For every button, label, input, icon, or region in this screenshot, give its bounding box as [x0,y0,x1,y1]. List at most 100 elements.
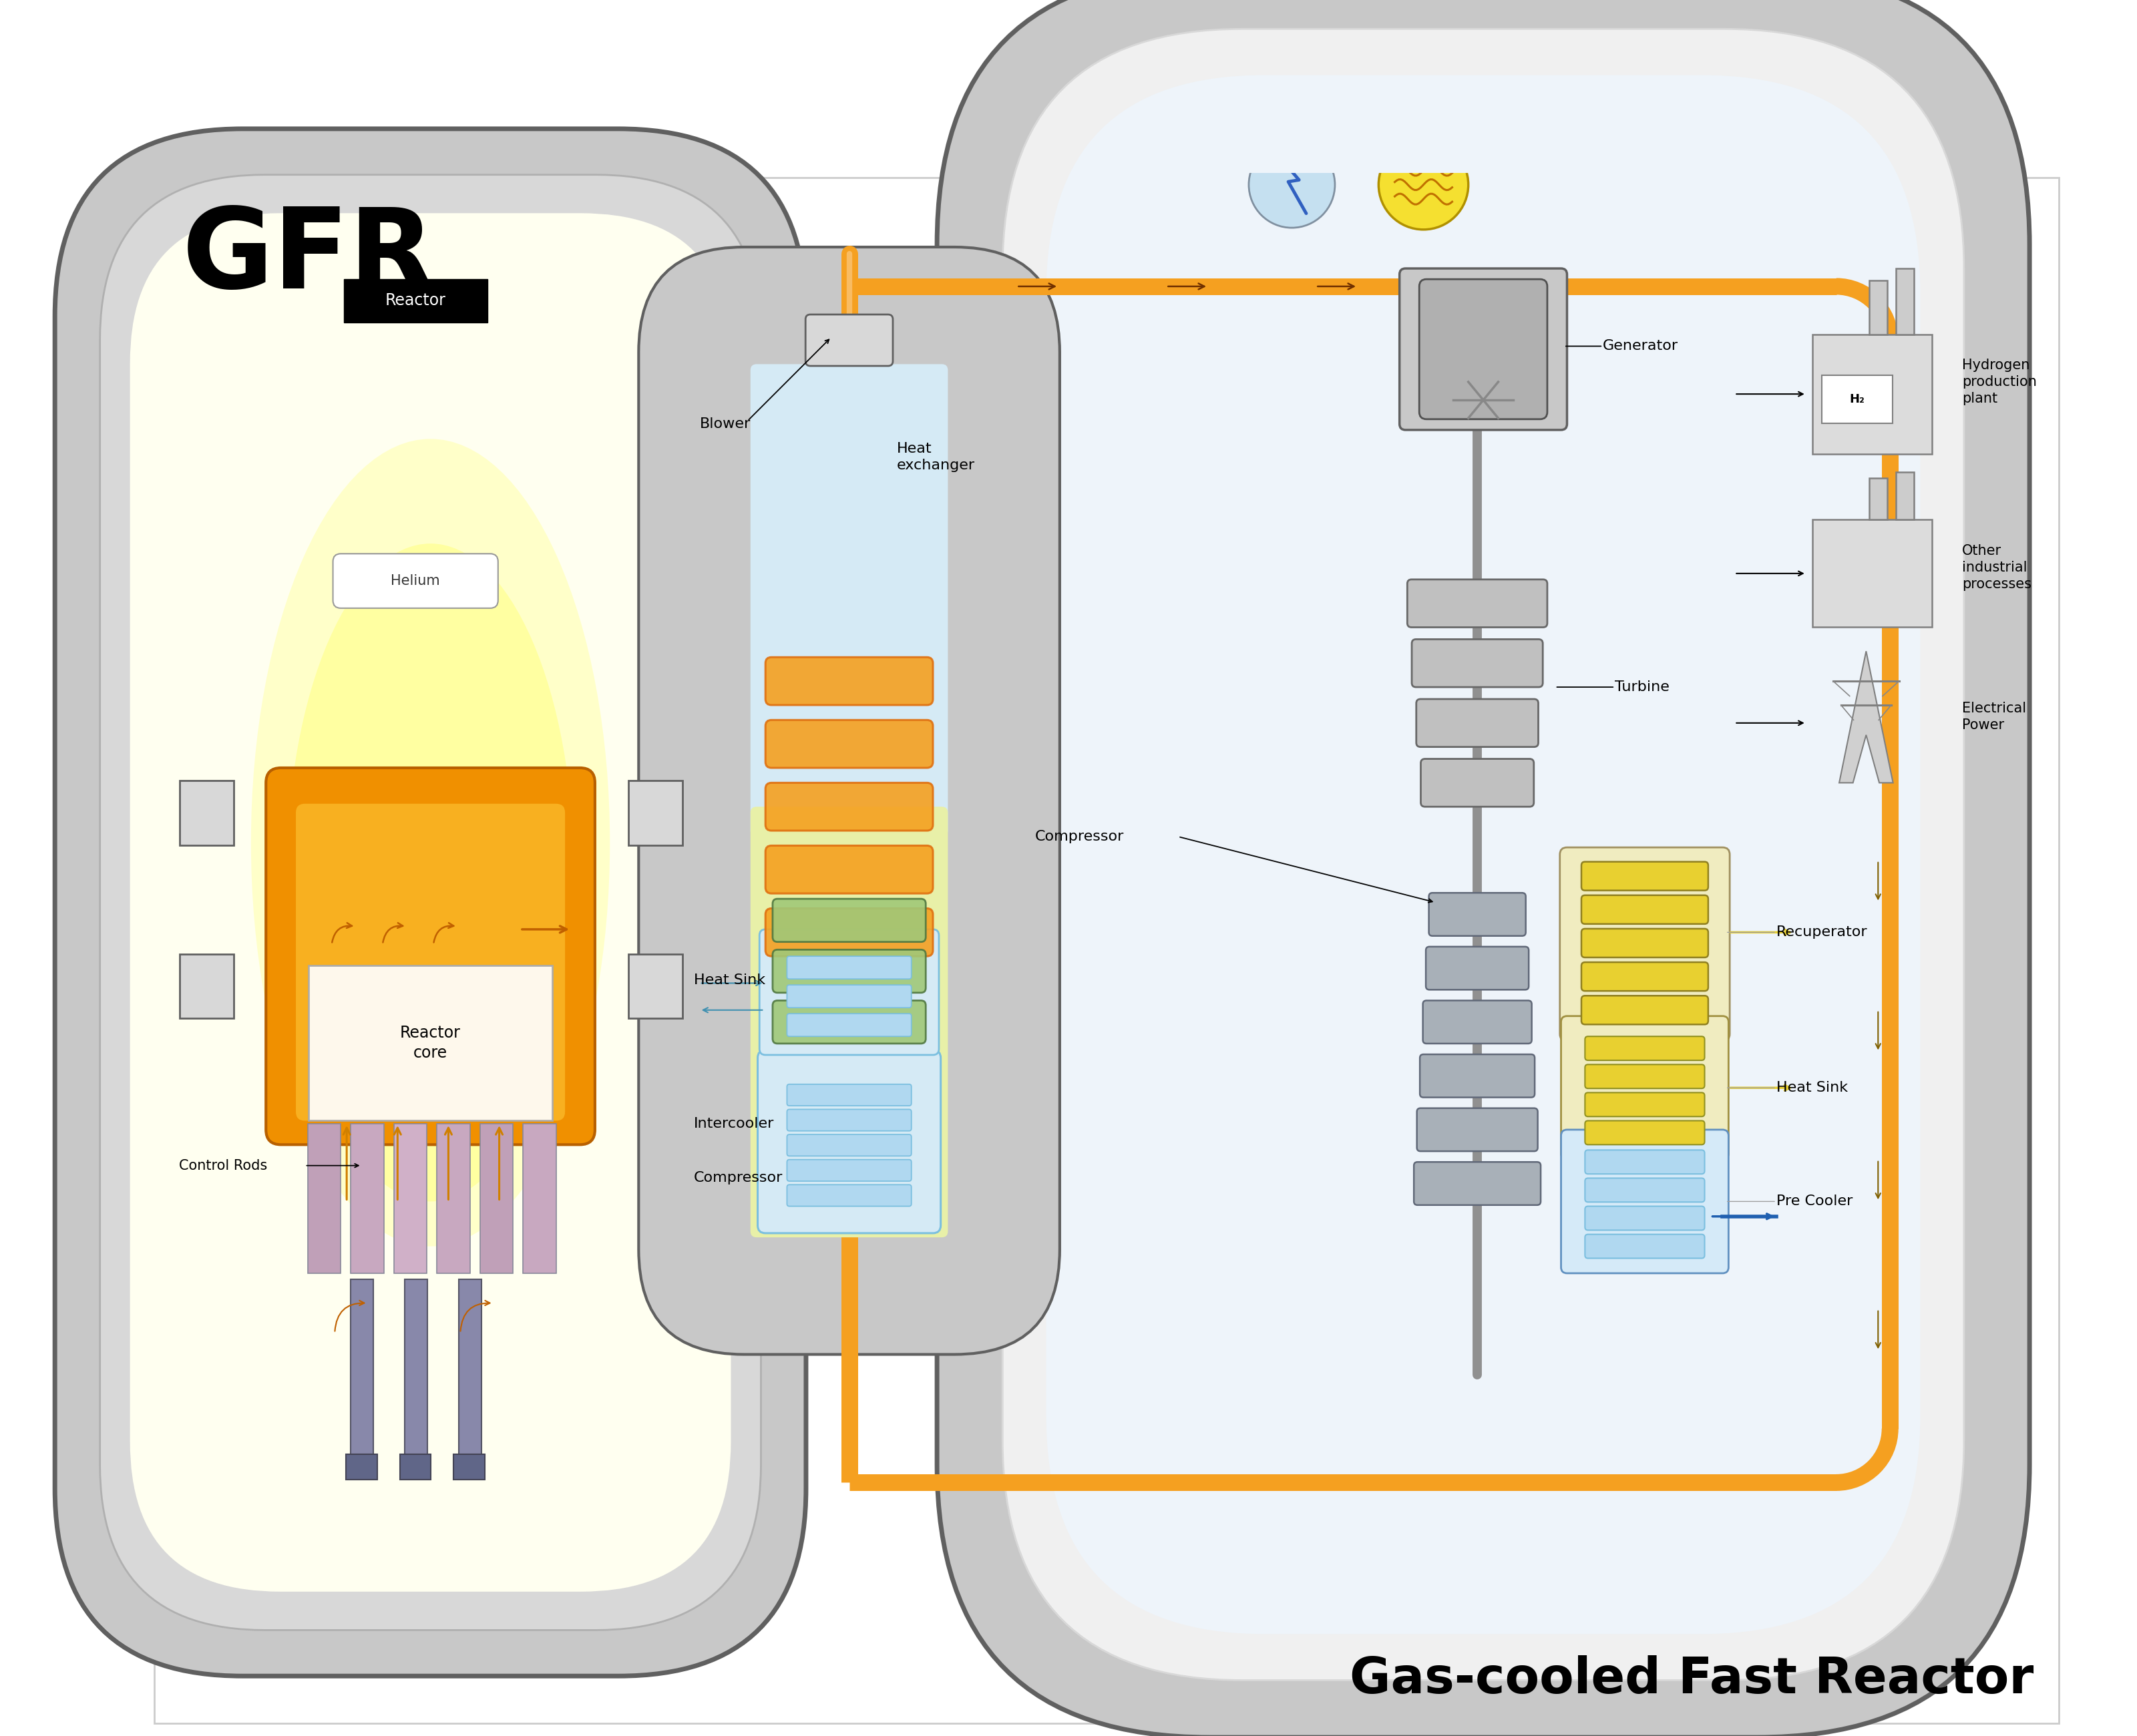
FancyBboxPatch shape [774,899,925,943]
FancyBboxPatch shape [1421,759,1534,807]
Text: Generator: Generator [1603,340,1678,352]
FancyBboxPatch shape [936,0,2030,1736]
FancyBboxPatch shape [1581,996,1707,1024]
FancyBboxPatch shape [1581,896,1707,924]
Bar [350,1279,374,1458]
FancyBboxPatch shape [1560,1016,1729,1160]
Bar [459,1279,481,1458]
FancyBboxPatch shape [765,783,934,830]
Text: Heat Sink: Heat Sink [695,974,765,986]
FancyBboxPatch shape [1417,1108,1539,1151]
Bar [1870,281,1887,335]
FancyBboxPatch shape [180,953,233,1019]
FancyBboxPatch shape [1581,962,1707,991]
FancyBboxPatch shape [765,908,934,957]
FancyBboxPatch shape [765,720,934,767]
Text: Other
industrial
processes: Other industrial processes [1962,545,2032,590]
FancyBboxPatch shape [1586,1149,1705,1174]
FancyBboxPatch shape [806,314,893,366]
Circle shape [1378,141,1468,229]
Bar [453,1455,485,1479]
FancyBboxPatch shape [1425,946,1528,990]
FancyBboxPatch shape [100,175,761,1630]
FancyBboxPatch shape [1823,375,1893,424]
FancyBboxPatch shape [786,1014,910,1036]
Text: Control Rods: Control Rods [180,1160,267,1172]
FancyBboxPatch shape [774,1000,925,1043]
Bar [1896,472,1915,519]
FancyBboxPatch shape [295,804,564,1121]
FancyBboxPatch shape [1586,1121,1705,1144]
Text: Intercooler: Intercooler [695,1116,774,1130]
FancyBboxPatch shape [786,1085,910,1106]
FancyBboxPatch shape [786,957,910,979]
Bar [350,1123,385,1272]
Text: Recuperator: Recuperator [1776,925,1868,939]
FancyBboxPatch shape [1002,30,1964,1680]
Bar [393,1123,427,1272]
FancyBboxPatch shape [1400,269,1566,431]
FancyBboxPatch shape [786,1160,910,1180]
FancyBboxPatch shape [1560,1130,1729,1272]
FancyBboxPatch shape [786,1109,910,1130]
FancyBboxPatch shape [1047,75,1921,1634]
FancyBboxPatch shape [765,845,934,894]
FancyBboxPatch shape [1586,1207,1705,1231]
FancyBboxPatch shape [1581,861,1707,891]
Text: GFR: GFR [182,203,436,311]
Text: Pre Cooler: Pre Cooler [1776,1194,1853,1208]
Ellipse shape [286,543,575,1201]
FancyBboxPatch shape [1586,1064,1705,1088]
FancyBboxPatch shape [1560,847,1729,1042]
Bar [481,1123,513,1272]
FancyBboxPatch shape [308,965,553,1120]
FancyBboxPatch shape [639,247,1060,1354]
Text: Blower: Blower [699,417,750,431]
Bar [1896,269,1915,335]
Polygon shape [1840,651,1893,783]
FancyBboxPatch shape [1586,1234,1705,1259]
FancyBboxPatch shape [1419,1054,1534,1097]
Text: Heat Sink: Heat Sink [1776,1082,1849,1094]
FancyBboxPatch shape [765,658,934,705]
FancyBboxPatch shape [750,365,949,837]
Text: Reactor: Reactor [385,293,447,309]
FancyBboxPatch shape [344,279,487,323]
Bar [400,1455,432,1479]
Bar [438,1123,470,1272]
Ellipse shape [250,439,609,1246]
Bar [308,1123,340,1272]
FancyBboxPatch shape [1581,929,1707,958]
FancyBboxPatch shape [1419,279,1547,418]
Text: Hydrogen
production
plant: Hydrogen production plant [1962,359,2037,404]
FancyBboxPatch shape [130,214,731,1592]
FancyBboxPatch shape [1417,700,1539,746]
Bar [524,1123,556,1272]
FancyBboxPatch shape [1413,639,1543,687]
FancyBboxPatch shape [1586,1036,1705,1061]
FancyBboxPatch shape [1430,892,1526,936]
FancyBboxPatch shape [786,1184,910,1207]
FancyBboxPatch shape [628,781,682,845]
FancyBboxPatch shape [1415,1161,1541,1205]
FancyBboxPatch shape [759,929,938,1055]
FancyBboxPatch shape [750,807,949,1238]
FancyBboxPatch shape [265,767,594,1144]
FancyBboxPatch shape [333,554,498,608]
Text: H₂: H₂ [1849,394,1866,406]
Text: Gas-cooled Fast Reactor: Gas-cooled Fast Reactor [1351,1654,2034,1703]
FancyBboxPatch shape [56,128,806,1675]
FancyBboxPatch shape [1423,1000,1532,1043]
Text: Electrical
Power: Electrical Power [1962,701,2026,733]
Bar [346,1455,378,1479]
Bar [1812,335,1932,453]
Bar [404,1279,427,1458]
FancyBboxPatch shape [786,984,910,1007]
FancyBboxPatch shape [759,1050,940,1233]
FancyBboxPatch shape [1408,580,1547,627]
Text: Reactor
core: Reactor core [400,1024,462,1061]
Text: Compressor: Compressor [695,1170,782,1184]
FancyBboxPatch shape [180,781,233,845]
Text: Helium: Helium [391,575,440,587]
Bar [1812,519,1932,627]
